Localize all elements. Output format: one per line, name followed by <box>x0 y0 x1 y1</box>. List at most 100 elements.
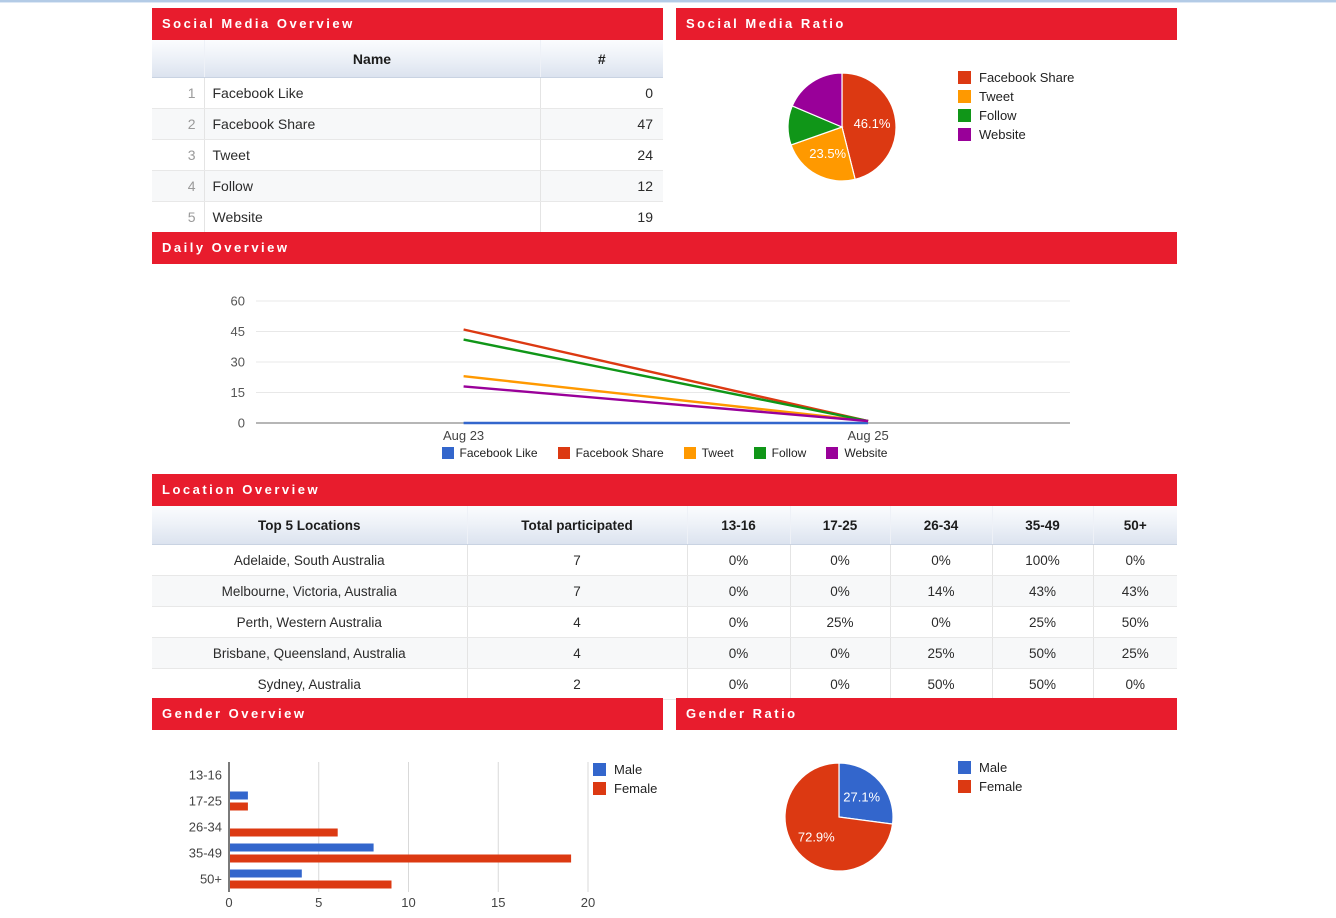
legend-item-male: Male <box>958 759 1022 776</box>
panel-title: Daily Overview <box>162 240 290 255</box>
category-label: 26-34 <box>189 820 222 835</box>
legend-swatch-icon <box>753 447 766 459</box>
y-axis-tick-label: 45 <box>231 324 245 339</box>
category-label: 13-16 <box>189 768 222 783</box>
line-series-follow <box>463 338 869 423</box>
legend-swatch-icon <box>683 447 696 459</box>
pie-slice-website <box>791 72 843 128</box>
table-cell: 25% <box>889 637 992 669</box>
table-cell: 0% <box>686 606 790 638</box>
legend-swatch-icon <box>441 447 454 459</box>
legend-swatch-icon <box>593 782 606 795</box>
panel-title: Gender Ratio <box>686 706 798 721</box>
table-cell: 7 <box>466 575 687 607</box>
social-media-overview-header: Social Media Overview <box>152 8 663 40</box>
legend-item-website: Website <box>958 126 1074 143</box>
line-series-website <box>463 385 869 423</box>
table-cell: 50% <box>991 637 1093 669</box>
age-13-16-column-header: 13-16 <box>686 506 790 545</box>
table-cell: Adelaide, South Australia <box>152 544 467 576</box>
pie-slice-male <box>838 762 894 825</box>
table-cell: 47 <box>539 108 663 140</box>
y-axis-tick-label: 15 <box>231 385 245 400</box>
social-media-ratio-pie-chart: 46.1% 23.5% <box>787 72 897 182</box>
social-media-overview-panel: Social Media Overview Name # 1 Facebook L… <box>152 8 663 233</box>
table-row: Perth, Western Australia 4 0% 25% 0% 25% 50% <box>152 606 1177 638</box>
table-cell: 2 <box>466 668 687 700</box>
table-row: Brisbane, Queensland, Australia 4 0% 0% 25% 5… <box>152 637 1177 669</box>
panel-title: Social Media Ratio <box>686 16 846 31</box>
legend-label: Tweet <box>701 446 734 460</box>
legend-label: Facebook Like <box>459 446 538 460</box>
table-cell: 24 <box>539 139 663 171</box>
gender-overview-bar-chart: 0 5 10 15 20 13-16 17-25 26-34 35-49 50+ <box>189 762 595 910</box>
location-overview-table: Top 5 Locations Total participated 13-16… <box>152 506 1177 700</box>
legend-label: Follow <box>771 446 807 460</box>
legend-label: Male <box>614 762 643 777</box>
x-axis-tick-label: 10 <box>401 895 415 910</box>
legend-label: Follow <box>979 108 1017 123</box>
table-cell: 0% <box>789 668 890 700</box>
count-column-header: # <box>539 40 663 78</box>
pie-percent-label: 72.9% <box>798 829 835 844</box>
legend-swatch-icon <box>958 71 971 84</box>
gender-overview-panel: Gender Overview 0 5 10 15 20 13-16 17-25 26-34 3… <box>152 698 663 918</box>
y-axis-tick-label: 60 <box>231 294 245 309</box>
table-cell: Follow <box>203 170 540 202</box>
table-row: 2 Facebook Share 47 <box>152 108 663 140</box>
age-35-49-column-header: 35-49 <box>991 506 1093 545</box>
table-header-row: Top 5 Locations Total participated 13-16… <box>152 506 1177 545</box>
legend-label: Website <box>844 446 888 460</box>
table-cell: 50% <box>889 668 992 700</box>
table-cell: 25% <box>1092 637 1177 669</box>
table-cell: 12 <box>539 170 663 202</box>
table-cell: 100% <box>991 544 1093 576</box>
legend-label: Female <box>614 781 658 796</box>
bar-male-50- <box>230 869 302 878</box>
legend-label: Tweet <box>979 89 1014 104</box>
pie-percent-label: 27.1% <box>843 790 880 805</box>
legend-swatch-icon <box>593 763 606 776</box>
bar-male-17-25 <box>230 791 248 800</box>
age-26-34-column-header: 26-34 <box>889 506 992 545</box>
table-cell: 5 <box>152 201 204 233</box>
social-media-ratio-panel: Social Media Ratio 46.1% 23.5% Facebook S… <box>676 8 1177 224</box>
legend-item-tweet: Tweet <box>683 446 734 460</box>
pie-slice-female <box>784 762 894 872</box>
legend-item-website: Website <box>826 446 887 460</box>
legend-item-facebook-like: Facebook Like <box>441 446 538 460</box>
table-cell: Tweet <box>203 139 540 171</box>
y-axis-tick-label: 30 <box>231 355 245 370</box>
table-cell: Perth, Western Australia <box>152 606 467 638</box>
x-axis-tick-label: 15 <box>491 895 505 910</box>
table-cell: 4 <box>466 637 687 669</box>
table-cell: 0% <box>789 637 890 669</box>
legend-item-facebook-share: Facebook Share <box>557 446 664 460</box>
gender-ratio-panel: Gender Ratio 27.1% 72.9% Male Female <box>676 698 1177 918</box>
age-50-plus-column-header: 50+ <box>1092 506 1177 545</box>
table-cell: Facebook Share <box>203 108 540 140</box>
bar-female-35-49 <box>230 854 572 863</box>
table-cell: Facebook Like <box>203 77 540 109</box>
table-row: 1 Facebook Like 0 <box>152 77 663 109</box>
table-cell: 7 <box>466 544 687 576</box>
pie-slice-tweet <box>790 126 856 182</box>
legend-item-female: Female <box>958 778 1022 795</box>
gender-overview-legend: Male Female <box>593 761 657 799</box>
table-row: Adelaide, South Australia 7 0% 0% 0% 100% 0% <box>152 544 1177 576</box>
table-cell: 50% <box>1092 606 1177 638</box>
legend-swatch-icon <box>557 447 570 459</box>
table-cell: 43% <box>1092 575 1177 607</box>
social-media-ratio-legend: Facebook Share Tweet Follow Website <box>958 69 1074 145</box>
index-column-header <box>152 40 204 78</box>
legend-label: Facebook Share <box>979 70 1075 85</box>
social-media-overview-table: Name # 1 Facebook Like 0 2 Facebook Share 47 3… <box>152 40 663 233</box>
legend-swatch-icon <box>958 109 971 122</box>
daily-overview-line-chart: 0 15 30 45 60 Aug 23 Aug 25 <box>231 294 1070 443</box>
table-row: 5 Website 19 <box>152 201 663 233</box>
table-cell: 1 <box>152 77 204 109</box>
table-cell: 50% <box>991 668 1093 700</box>
legend-label: Facebook Share <box>575 446 664 460</box>
age-17-25-column-header: 17-25 <box>789 506 890 545</box>
legend-label: Female <box>979 779 1023 794</box>
